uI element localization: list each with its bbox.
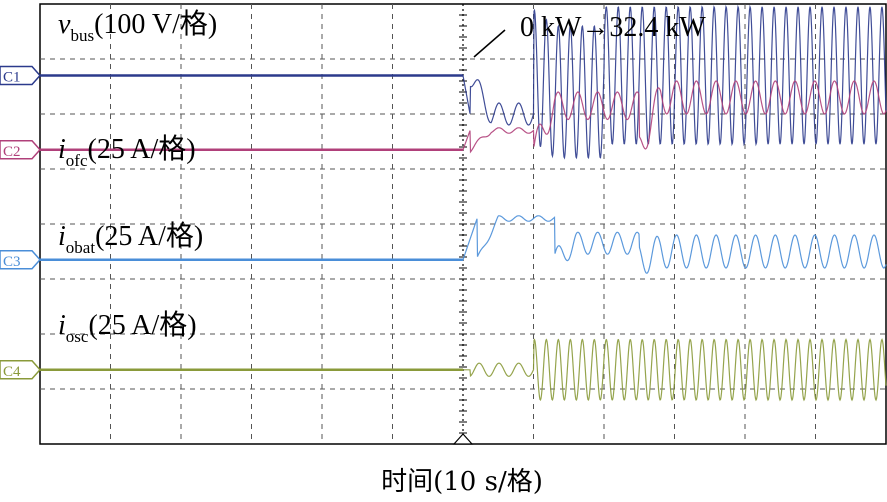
marker-shape-c1 <box>0 65 42 86</box>
marker-text-c3: C3 <box>3 254 21 270</box>
traces <box>40 4 887 402</box>
x-axis-label: 时间(10 s/格) <box>381 467 543 497</box>
marker-shape-c4 <box>0 360 42 380</box>
label-c3: iobat(25 A/格) <box>58 220 203 257</box>
trigger-marker <box>452 433 474 445</box>
annotation: 0 kW→32.4 kW <box>520 12 706 43</box>
channel-markers: C1 C2 C3 C4 <box>0 65 42 380</box>
label-c2: iofc(25 A/格) <box>58 133 196 170</box>
marker-text-c4: C4 <box>3 364 21 380</box>
annotation-leader <box>473 29 506 58</box>
marker-shape-c2 <box>0 140 42 160</box>
marker-c1: C1 <box>0 65 42 86</box>
marker-text-c2: C2 <box>3 144 21 160</box>
marker-text-c1: C1 <box>3 70 21 86</box>
marker-c3: C3 <box>0 250 42 270</box>
marker-c4: C4 <box>0 360 42 380</box>
marker-c2: C2 <box>0 140 42 160</box>
marker-shape-c3 <box>0 250 42 270</box>
label-c4: iosc(25 A/格) <box>58 309 197 346</box>
label-c1: vbus(100 V/格) <box>58 8 217 45</box>
